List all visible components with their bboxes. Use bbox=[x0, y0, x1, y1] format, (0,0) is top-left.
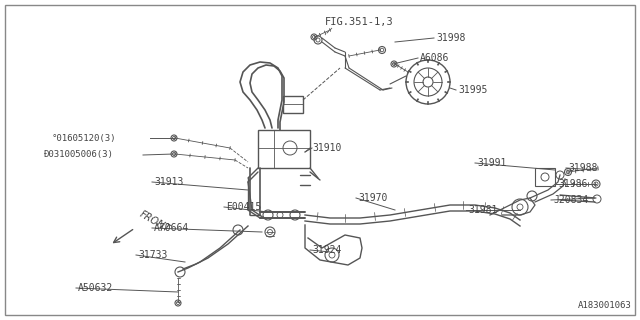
Text: A183001063: A183001063 bbox=[579, 301, 632, 310]
Text: 31981: 31981 bbox=[468, 205, 497, 215]
Text: J20834: J20834 bbox=[553, 195, 588, 205]
Text: 31998: 31998 bbox=[436, 33, 465, 43]
Text: 31995: 31995 bbox=[458, 85, 488, 95]
Text: 31988: 31988 bbox=[568, 163, 597, 173]
Bar bbox=[535, 168, 555, 186]
Text: A50632: A50632 bbox=[78, 283, 113, 293]
Bar bbox=[258, 130, 310, 168]
Text: 31733: 31733 bbox=[138, 250, 168, 260]
Text: 31970: 31970 bbox=[358, 193, 387, 203]
Text: A70664: A70664 bbox=[154, 223, 189, 233]
Text: 31910: 31910 bbox=[312, 143, 341, 153]
Bar bbox=[283, 96, 303, 113]
Text: Ð031005006(3): Ð031005006(3) bbox=[44, 150, 114, 159]
Text: E00415: E00415 bbox=[226, 202, 261, 212]
Text: FRONT: FRONT bbox=[138, 209, 172, 235]
Text: 31913: 31913 bbox=[154, 177, 184, 187]
Text: 31991: 31991 bbox=[477, 158, 506, 168]
Text: °01605120(3): °01605120(3) bbox=[52, 133, 116, 142]
Text: FIG.351-1,3: FIG.351-1,3 bbox=[325, 17, 394, 27]
Text: 31986: 31986 bbox=[558, 179, 588, 189]
Text: 31924: 31924 bbox=[312, 245, 341, 255]
Text: A6086: A6086 bbox=[420, 53, 449, 63]
